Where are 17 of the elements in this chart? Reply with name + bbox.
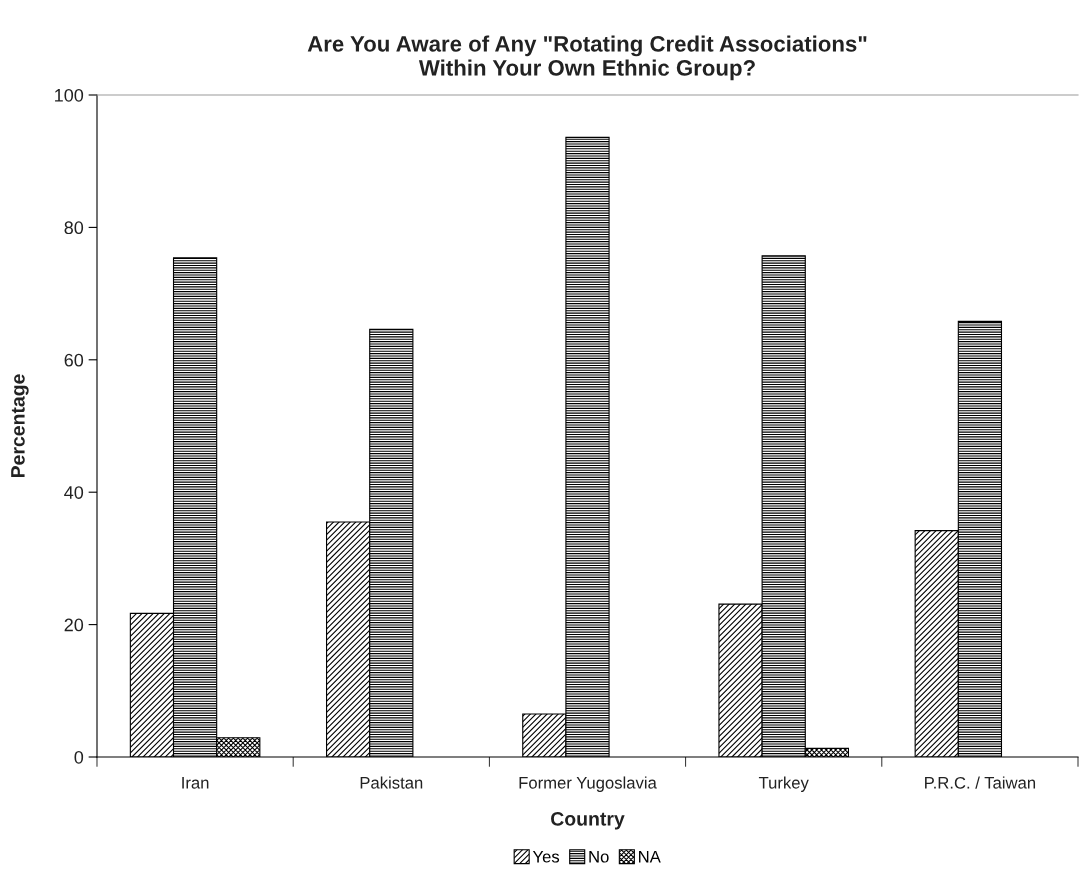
y-tick-label: 20 bbox=[64, 618, 84, 632]
y-axis-title: Percentage bbox=[11, 374, 29, 478]
y-tick-label: 80 bbox=[64, 221, 84, 235]
x-tick-label: Turkey bbox=[758, 776, 809, 792]
x-tick-label: Former Yugoslavia bbox=[519, 776, 657, 792]
x-tick-label: Iran bbox=[182, 777, 209, 789]
y-tick-label: 0 bbox=[74, 750, 84, 764]
legend-label: No bbox=[589, 850, 609, 863]
legend-label: Yes bbox=[532, 850, 560, 863]
x-axis-title: Country bbox=[551, 811, 625, 830]
x-tick-label: P.R.C. / Taiwan bbox=[925, 776, 1036, 789]
x-tick-label: Pakistan bbox=[360, 776, 423, 789]
legend-label: NA bbox=[639, 850, 661, 863]
y-tick-label: 60 bbox=[64, 353, 84, 367]
y-tick-label: 100 bbox=[55, 88, 84, 102]
chart-title: Are You Aware of Any "Rotating Credit Associations" Within Your Own Ethnic Group? bbox=[307, 35, 867, 81]
y-tick-label: 40 bbox=[64, 486, 84, 499]
